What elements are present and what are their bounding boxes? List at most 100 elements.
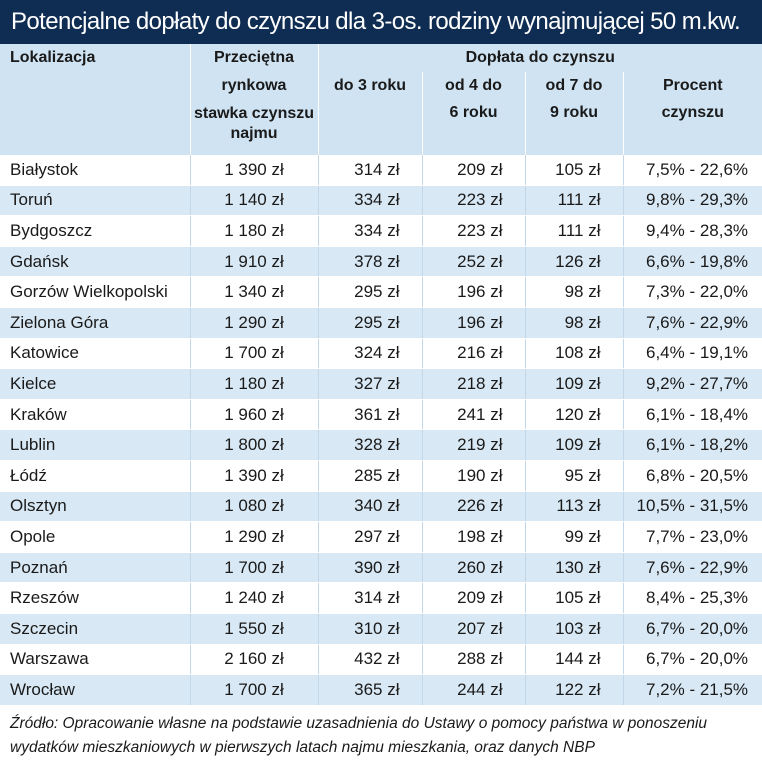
cell-location: Białystok xyxy=(0,155,190,186)
cell-subsidy-year-7-9: 105 zł xyxy=(524,155,623,186)
cell-avg-rent: 1 700 zł xyxy=(189,338,318,370)
cell-percent-of-rent: 9,4% - 28,3% xyxy=(622,215,762,247)
header-year-7-9-line: 9 roku xyxy=(549,104,598,121)
cell-avg-rent: 1 340 zł xyxy=(189,276,318,308)
cell-subsidy-year-7-9: 98 zł xyxy=(524,276,623,308)
cell-percent-of-rent: 7,2% - 21,5% xyxy=(622,674,762,706)
source-note: Źródło: Opracowanie własne na podstawie … xyxy=(0,706,762,760)
source-line: Źródło: Opracowanie własne na podstawie … xyxy=(10,714,708,732)
cell-subsidy-year-1-3: 328 zł xyxy=(317,429,422,461)
cell-subsidy-year-4-6: 241 zł xyxy=(421,399,525,431)
cell-percent-of-rent: 7,3% - 22,0% xyxy=(622,276,762,308)
cell-location: Gorzów Wielkopolski xyxy=(0,276,190,308)
cell-subsidy-year-7-9: 120 zł xyxy=(524,399,623,431)
cell-location: Kraków xyxy=(0,399,190,431)
cell-subsidy-year-7-9: 98 zł xyxy=(524,307,623,339)
cell-subsidy-year-4-6: 219 zł xyxy=(421,429,525,461)
cell-subsidy-year-7-9: 99 zł xyxy=(524,521,623,553)
cell-avg-rent: 1 180 zł xyxy=(189,368,318,400)
cell-avg-rent: 1 080 zł xyxy=(189,491,318,523)
cell-percent-of-rent: 9,2% - 27,7% xyxy=(622,368,762,400)
header-location: Lokalizacja xyxy=(0,44,190,155)
table-row: Lublin 1 800 zł 328 zł 219 zł 109 zł 6,1% - 1… xyxy=(0,429,762,461)
source-line: wydatków mieszkaniowych w pierwszych lat… xyxy=(10,738,595,756)
cell-subsidy-year-4-6: 196 zł xyxy=(421,307,525,339)
cell-subsidy-year-1-3: 327 zł xyxy=(317,368,422,400)
cell-subsidy-year-4-6: 198 zł xyxy=(421,521,525,553)
table-row: Poznań 1 700 zł 390 zł 260 zł 130 zł 7,6% - 2… xyxy=(0,552,762,584)
cell-subsidy-year-1-3: 295 zł xyxy=(317,307,422,339)
table-header: Lokalizacja Przeciętna rynkowa stawka cz… xyxy=(0,44,762,155)
cell-subsidy-year-1-3: 297 zł xyxy=(317,521,422,553)
cell-location: Warszawa xyxy=(0,644,190,676)
cell-location: Katowice xyxy=(0,338,190,370)
cell-subsidy-year-7-9: 95 zł xyxy=(524,460,623,492)
table-row: Warszawa 2 160 zł 432 zł 288 zł 144 zł 6,7% -… xyxy=(0,644,762,676)
cell-avg-rent: 1 700 zł xyxy=(189,552,318,584)
cell-subsidy-year-4-6: 260 zł xyxy=(421,552,525,584)
cell-percent-of-rent: 10,5% - 31,5% xyxy=(622,491,762,523)
cell-location: Szczecin xyxy=(0,613,190,645)
cell-subsidy-year-1-3: 390 zł xyxy=(317,552,422,584)
cell-subsidy-year-4-6: 218 zł xyxy=(421,368,525,400)
cell-location: Rzeszów xyxy=(0,582,190,614)
cell-percent-of-rent: 7,6% - 22,9% xyxy=(622,552,762,584)
cell-percent-of-rent: 6,7% - 20,0% xyxy=(622,644,762,676)
cell-percent-of-rent: 9,8% - 29,3% xyxy=(622,185,762,217)
cell-subsidy-year-1-3: 314 zł xyxy=(317,155,422,186)
header-year-4-6: od 4 do 6 roku xyxy=(421,72,525,155)
cell-percent-of-rent: 6,7% - 20,0% xyxy=(622,613,762,645)
cell-avg-rent: 1 180 zł xyxy=(189,215,318,247)
cell-subsidy-year-4-6: 244 zł xyxy=(421,674,525,706)
cell-subsidy-year-7-9: 103 zł xyxy=(524,613,623,645)
cell-location: Gdańsk xyxy=(0,246,190,278)
cell-subsidy-year-1-3: 378 zł xyxy=(317,246,422,278)
table-row: Białystok 1 390 zł 314 zł 209 zł 105 zł 7,5% … xyxy=(0,155,762,186)
header-year-4-6-line: od 4 do xyxy=(445,77,502,94)
cell-avg-rent: 1 960 zł xyxy=(189,399,318,431)
cell-avg-rent: 2 160 zł xyxy=(189,644,318,676)
table-row: Kraków 1 960 zł 361 zł 241 zł 120 zł 6,1% - 1… xyxy=(0,399,762,431)
header-avg-rent-line: Przeciętna xyxy=(213,49,295,66)
cell-location: Bydgoszcz xyxy=(0,215,190,247)
cell-subsidy-year-1-3: 334 zł xyxy=(317,215,422,247)
cell-subsidy-year-4-6: 216 zł xyxy=(421,338,525,370)
cell-subsidy-year-7-9: 109 zł xyxy=(524,429,623,461)
cell-subsidy-year-7-9: 144 zł xyxy=(524,644,623,676)
cell-subsidy-year-1-3: 285 zł xyxy=(317,460,422,492)
cell-subsidy-year-7-9: 108 zł xyxy=(524,338,623,370)
cell-subsidy-year-4-6: 190 zł xyxy=(421,460,525,492)
table-row: Łódź 1 390 zł 285 zł 190 zł 95 zł 6,8% - 20,5… xyxy=(0,460,762,492)
header-year-4-6-line: 6 roku xyxy=(449,104,498,121)
header-percent: Procent czynszu xyxy=(622,72,762,155)
cell-location: Wrocław xyxy=(0,674,190,706)
table-row: Bydgoszcz 1 180 zł 334 zł 223 zł 111 zł 9,4% … xyxy=(0,215,762,247)
header-avg-rent-line: najmu xyxy=(230,125,278,142)
table-body: Białystok 1 390 zł 314 zł 209 zł 105 zł 7,5% … xyxy=(0,155,762,706)
cell-avg-rent: 1 290 zł xyxy=(189,521,318,553)
cell-subsidy-year-7-9: 109 zł xyxy=(524,368,623,400)
cell-location: Toruń xyxy=(0,185,190,217)
header-year-1-3: do 3 roku xyxy=(317,72,422,155)
cell-location: Kielce xyxy=(0,368,190,400)
cell-subsidy-year-7-9: 111 zł xyxy=(524,215,623,247)
cell-subsidy-year-1-3: 314 zł xyxy=(317,582,422,614)
cell-avg-rent: 1 700 zł xyxy=(189,674,318,706)
cell-percent-of-rent: 7,7% - 23,0% xyxy=(622,521,762,553)
table-row: Rzeszów 1 240 zł 314 zł 209 zł 105 zł 8,4% - … xyxy=(0,582,762,614)
table-row: Gorzów Wielkopolski 1 340 zł 295 zł 196 zł 9… xyxy=(0,276,762,308)
cell-subsidy-year-1-3: 361 zł xyxy=(317,399,422,431)
table-row: Gdańsk 1 910 zł 378 zł 252 zł 126 zł 6,6% - 1… xyxy=(0,246,762,278)
cell-subsidy-year-1-3: 295 zł xyxy=(317,276,422,308)
header-percent-line: Procent xyxy=(662,77,723,94)
table-row: Kielce 1 180 zł 327 zł 218 zł 109 zł 9,2% - 2… xyxy=(0,368,762,400)
cell-avg-rent: 1 550 zł xyxy=(189,613,318,645)
header-avg-rent-line: rynkowa xyxy=(221,77,287,94)
cell-percent-of-rent: 8,4% - 25,3% xyxy=(622,582,762,614)
cell-location: Poznań xyxy=(0,552,190,584)
cell-avg-rent: 1 910 zł xyxy=(189,246,318,278)
table-row: Katowice 1 700 zł 324 zł 216 zł 108 zł 6,4% -… xyxy=(0,338,762,370)
cell-percent-of-rent: 6,1% - 18,4% xyxy=(622,399,762,431)
header-percent-line: czynszu xyxy=(661,104,724,121)
cell-subsidy-year-1-3: 432 zł xyxy=(317,644,422,676)
